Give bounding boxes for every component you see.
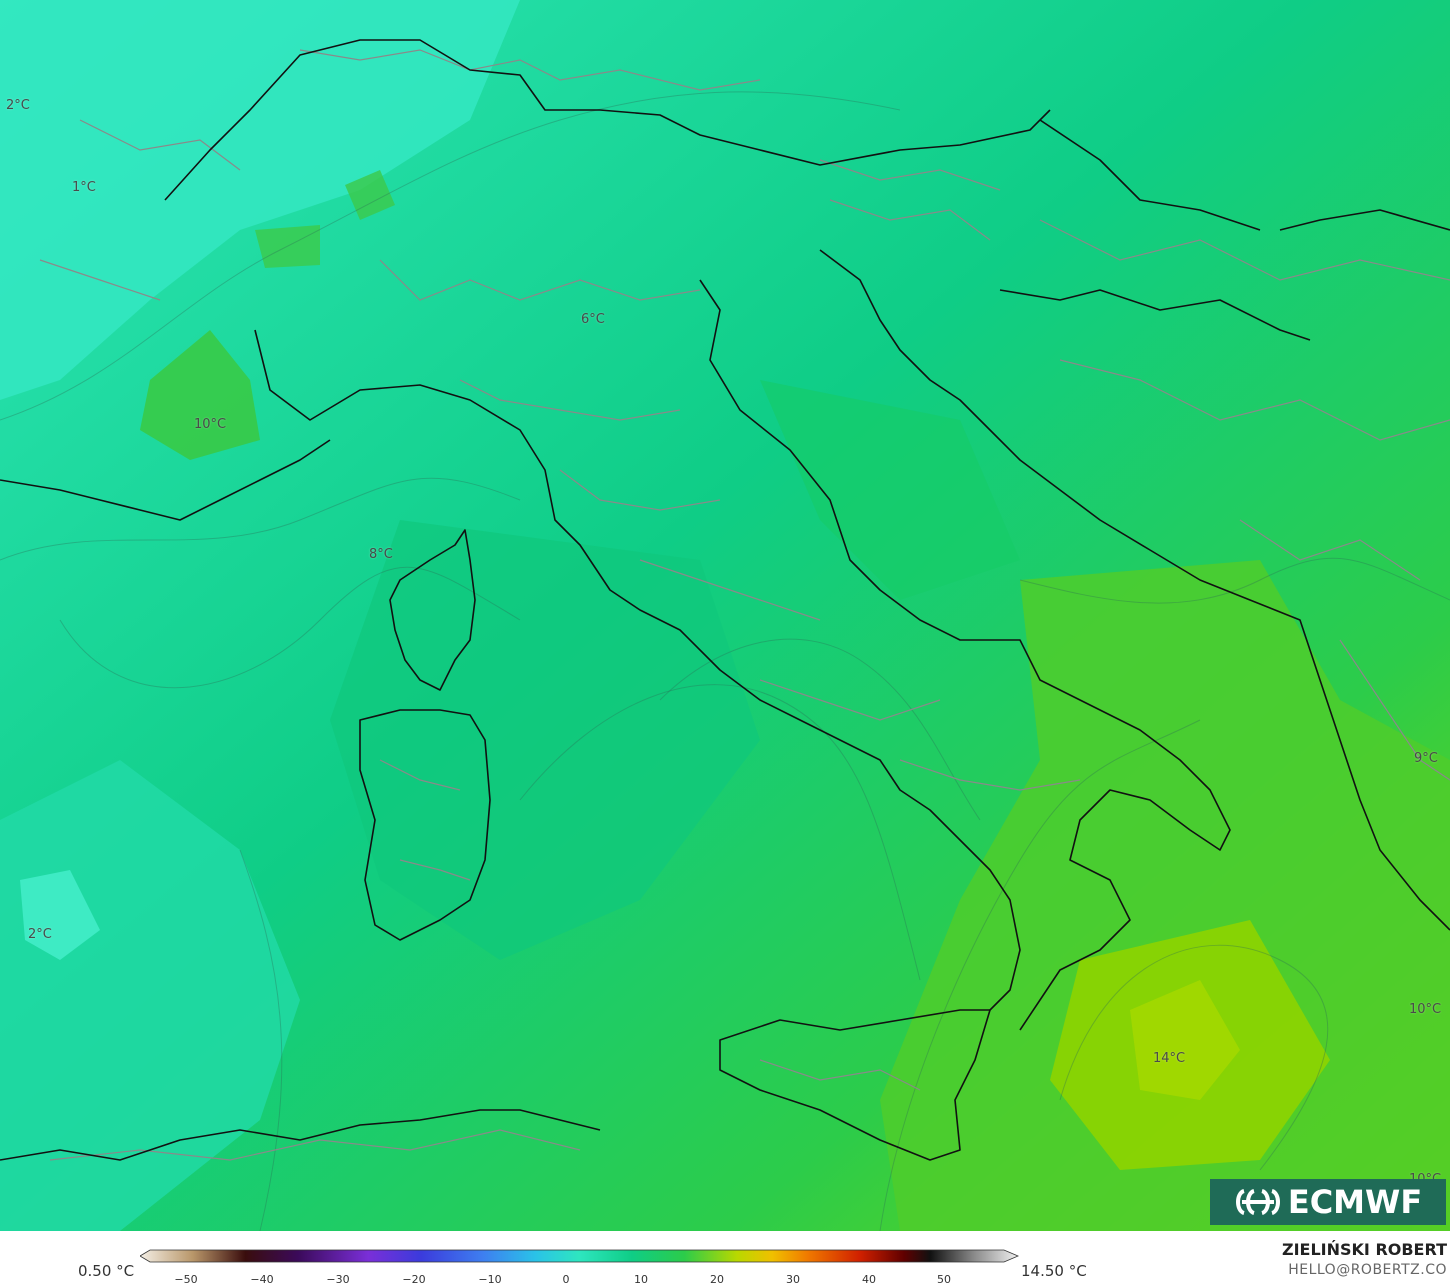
author-email: HELLO@ROBERTZ.CO <box>1288 1262 1447 1278</box>
colorbar-tick: 0 <box>562 1273 570 1286</box>
warm-pocket-piedmont <box>255 225 320 268</box>
ecmwf-mark-icon <box>1235 1189 1280 1215</box>
contour-label: 1°C <box>72 180 96 195</box>
ecmwf-logo: ECMWF <box>1210 1179 1446 1225</box>
coastlines <box>0 39 1450 1161</box>
colorbar-tick: 30 <box>786 1273 800 1286</box>
cool-zone-west <box>0 760 300 1231</box>
colorbar-tick: −40 <box>250 1273 274 1286</box>
logo-text: ECMWF <box>1287 1183 1423 1221</box>
contour-label: 2°C <box>6 98 30 113</box>
contour-label: 6°C <box>581 312 605 327</box>
mid-zone-tyrrhenian <box>330 520 760 960</box>
colorbar-tick: 20 <box>710 1273 724 1286</box>
colorbar-max-label: 14.50 °C <box>1021 1262 1087 1280</box>
contour-label: 14°C <box>1153 1051 1186 1066</box>
author-name: ZIELIŃSKI ROBERT <box>1281 1240 1447 1259</box>
colorbar-min-label: 0.50 °C <box>78 1262 135 1280</box>
colorbar-tick: −50 <box>174 1273 198 1286</box>
isotherm-lines <box>0 91 1450 1231</box>
colorbar-tick: 50 <box>937 1273 951 1286</box>
contour-label: 10°C <box>194 417 227 432</box>
colorbar-scale <box>140 1249 1020 1263</box>
warm-pocket-lombardy <box>345 170 395 220</box>
contour-label: 8°C <box>369 547 393 562</box>
mid-zone-adriatic <box>760 380 1020 600</box>
warmest-pocket <box>1130 980 1240 1100</box>
map-canvas <box>0 0 1450 1231</box>
colorbar-tick: 10 <box>634 1273 648 1286</box>
temperature-map: 2°C 1°C 6°C 10°C 8°C 2°C 9°C 10°C 14°C 1… <box>0 0 1450 1231</box>
colorbar-tick: 40 <box>862 1273 876 1286</box>
contour-label: 2°C <box>28 927 52 942</box>
colorbar-tick: −30 <box>326 1273 350 1286</box>
cold-zone-nw <box>0 0 520 400</box>
colorbar-tick: −20 <box>402 1273 426 1286</box>
cold-pocket-west <box>20 870 100 960</box>
contour-label: 10°C <box>1409 1002 1442 1017</box>
region-borders <box>39 49 1450 1161</box>
colorbar-tick: −10 <box>478 1273 502 1286</box>
warm-pocket-alps <box>140 330 260 460</box>
colorbar <box>140 1249 1020 1263</box>
contour-label: 9°C <box>1414 751 1438 766</box>
